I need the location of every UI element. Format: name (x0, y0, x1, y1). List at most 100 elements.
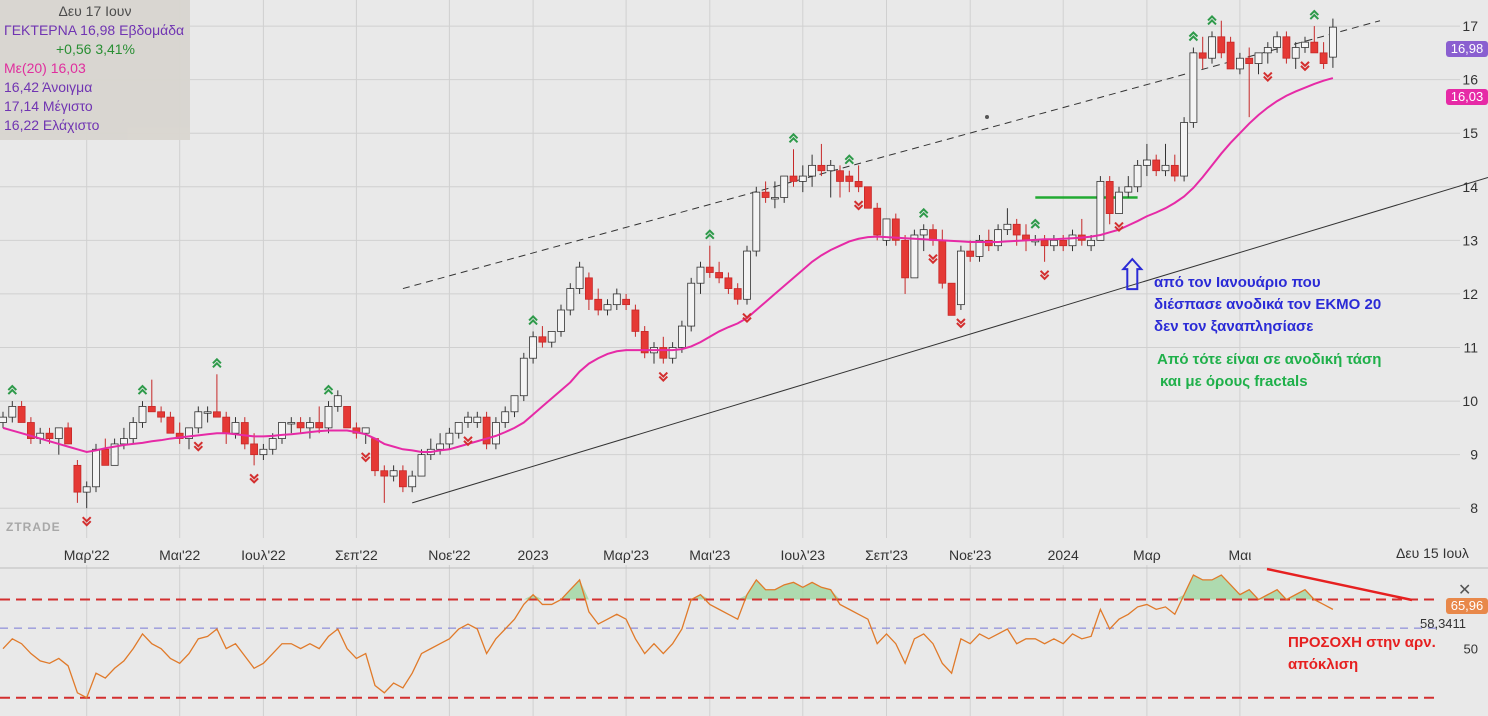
candle (389, 465, 398, 482)
candle-body (287, 422, 296, 425)
candle-body (1152, 159, 1161, 172)
candle (1273, 31, 1281, 53)
candle (705, 245, 714, 278)
candle (26, 417, 35, 444)
candle-body (836, 170, 844, 182)
candle (836, 165, 844, 198)
y-tick-label: 8 (1470, 500, 1478, 516)
candle (1124, 176, 1133, 198)
candle-body (622, 298, 630, 306)
candle-body (780, 175, 789, 198)
y-tick-label: 12 (1462, 286, 1478, 302)
candle-body (594, 298, 603, 311)
candle-body (631, 309, 640, 332)
candle (1133, 160, 1142, 193)
candle-body (436, 443, 445, 450)
fractal-up-icon (212, 357, 222, 368)
candle (1096, 176, 1105, 241)
candle-body (1012, 223, 1021, 236)
candle (473, 411, 482, 428)
candle (547, 331, 556, 348)
fractal-down-icon (193, 441, 204, 452)
fractal-up-icon (918, 207, 929, 218)
rsi-overbought-fill (3, 575, 1333, 600)
fractal-down-icon (81, 516, 92, 527)
candle-body (305, 422, 314, 429)
candle-body (1245, 57, 1254, 64)
candle (110, 438, 119, 466)
fractal-up-icon (705, 229, 715, 240)
candle (501, 406, 510, 428)
y-tick-label: 13 (1462, 232, 1478, 248)
candle-body (947, 282, 956, 316)
candle (594, 288, 603, 316)
candle-body (975, 239, 984, 257)
candle (845, 170, 854, 193)
annotation-blue-line: διέσπασε ανοδικά τον ΕΚΜΟ 20 (1154, 296, 1382, 313)
candle (454, 422, 463, 439)
candle-body (389, 470, 398, 477)
candle-body (1059, 239, 1068, 247)
candle-body (696, 266, 705, 284)
candle (0, 411, 7, 428)
candle (408, 470, 417, 493)
candle-body (482, 416, 491, 445)
upper-trend-line (402, 20, 1381, 290)
candle (752, 186, 761, 257)
candle-body (994, 229, 1002, 247)
candle (1236, 52, 1244, 75)
candle (668, 342, 677, 364)
candle (529, 331, 537, 364)
rsi-ref-value: 58,3411 (1420, 616, 1467, 631)
candle-body (938, 239, 947, 284)
candle-body (1310, 41, 1319, 54)
candle (1059, 235, 1068, 252)
candle-body (510, 395, 519, 413)
x-tick-label: Μαρ (1133, 547, 1161, 563)
candle (957, 245, 965, 310)
fractal-down-icon (1300, 61, 1310, 72)
candle (278, 422, 286, 444)
candle (575, 261, 584, 294)
info-change: +0,56 3,41% (56, 41, 136, 57)
candle-body (129, 422, 138, 439)
y-tick-label: 9 (1470, 447, 1478, 463)
candle (82, 481, 91, 509)
candle-body (1096, 181, 1105, 241)
candle (1319, 42, 1328, 69)
candle (212, 374, 221, 418)
candle (882, 218, 891, 246)
candle-body (761, 191, 770, 198)
candle-body (380, 470, 389, 477)
y-tick-label: 15 (1462, 125, 1478, 141)
candle-body (1133, 164, 1142, 188)
candle-body (891, 218, 900, 241)
candle-body (724, 277, 733, 289)
candle (333, 390, 342, 412)
candle (157, 406, 166, 423)
candle (138, 401, 147, 428)
x-tick-label: Μαι'23 (689, 547, 730, 563)
candle (715, 261, 723, 284)
y-tick-label: 16 (1462, 72, 1478, 88)
candle (1105, 176, 1114, 225)
fractal-down-icon (956, 318, 966, 329)
info-symbol: ΓΕΚΤΕΡΝΑ 16,98 Εβδομάδα (4, 22, 185, 38)
candle-body (817, 164, 826, 172)
candle-body (1087, 239, 1095, 247)
candle-body (1050, 239, 1058, 247)
candle (1329, 18, 1337, 68)
candle (696, 261, 705, 294)
candle (203, 406, 212, 423)
candle (1310, 26, 1319, 54)
candle-body (603, 304, 612, 311)
fractal-up-icon (844, 154, 855, 165)
close-icon[interactable]: ✕ (1458, 582, 1472, 599)
candle (482, 411, 491, 450)
candle-body (54, 427, 63, 439)
candle (1189, 47, 1198, 128)
candle-body (333, 395, 342, 407)
rsi-line (2, 574, 1334, 699)
x-tick-label: Μαι'22 (159, 547, 200, 563)
